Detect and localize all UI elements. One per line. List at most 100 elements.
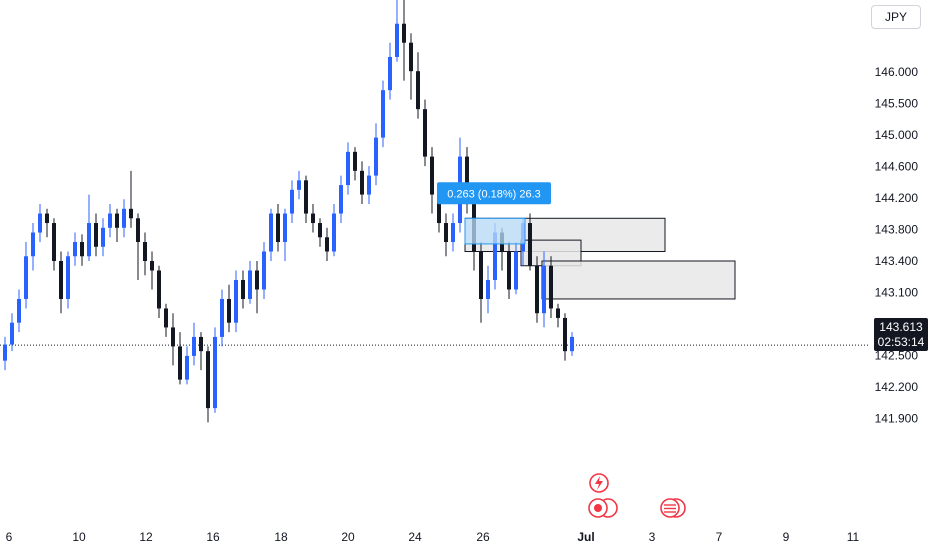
candle [479,242,483,323]
candle [388,42,392,100]
currency-selector[interactable]: JPY [871,5,921,29]
candle [10,313,14,352]
candle [31,223,35,271]
candle [339,175,343,224]
japan-flag-event-icon[interactable] [588,498,618,518]
candle [115,208,119,243]
candle [549,256,553,318]
candle [66,251,70,309]
date-tick-label: 16 [206,530,220,544]
candle [101,218,105,257]
candle [332,204,336,257]
candle [185,346,189,385]
candle [129,170,133,228]
candle [542,251,546,328]
candle [507,242,511,299]
candle [423,99,427,167]
candle [73,232,77,266]
date-tick-label: 9 [783,530,790,544]
measure-tool[interactable]: 0.263 (0.18%) 26.3 [437,182,551,245]
price-tick-label: 141.900 [875,412,919,426]
candle [199,332,203,371]
date-tick-label: 26 [476,530,490,544]
candle [374,123,378,186]
candle [381,80,385,148]
candle [227,284,231,333]
candle [220,289,224,347]
date-tick-label: 12 [139,530,153,544]
candle [3,336,7,371]
candle [360,161,364,205]
current-price-label: 143.613 [879,320,923,334]
candle [528,213,532,271]
time-axis[interactable]: 6 10 12 16 18 20 24 26 Jul 3 7 9 11 [6,530,860,544]
us-flag-event-icon[interactable] [660,498,686,518]
candle [108,204,112,238]
candle [80,234,84,266]
candle [283,208,287,261]
candle [346,142,350,195]
candle [171,313,175,366]
candle [290,180,294,224]
date-tick-label: 3 [649,530,656,544]
date-tick-label: 11 [847,530,860,544]
candle [535,256,539,323]
candle [192,322,196,366]
date-tick-label: 7 [716,530,723,544]
candle [255,261,259,314]
measure-label-background [437,182,551,205]
candle [556,303,560,328]
candle [178,332,182,385]
candle [402,0,406,81]
candle [164,303,168,337]
countdown-label: 02:53:14 [878,335,925,349]
supply-zone-box-3[interactable] [541,260,736,300]
candle [24,242,28,309]
candle [87,194,91,261]
price-tick-label: 142.500 [875,349,919,363]
date-tick-label: Jul [577,530,594,544]
price-axis[interactable]: 146.000 145.500 145.000 144.600 144.200 143.8… [875,65,919,426]
candle [213,327,217,413]
candle [416,52,420,119]
candlestick-series [3,0,574,423]
price-tick-label: 143.100 [875,286,919,300]
date-tick-label: 18 [274,530,288,544]
candle [94,213,98,257]
candle [241,270,245,309]
candle [122,199,126,238]
lightning-event-icon[interactable] [589,473,609,493]
price-tick-label: 143.400 [875,254,919,268]
price-tick-label: 144.200 [875,191,919,205]
economic-events[interactable] [588,473,686,518]
candle [136,213,140,280]
candle [395,0,399,62]
candle [304,175,308,224]
measure-range-box[interactable] [464,217,526,245]
candle [38,204,42,243]
candle [514,242,518,295]
candle [17,289,21,333]
price-tick-label: 142.200 [875,380,919,394]
candle [143,232,147,276]
candle [444,213,448,257]
candle [451,213,455,252]
price-tick-label: 145.500 [875,97,919,111]
price-tick-label: 144.600 [875,160,919,174]
candle [325,227,329,261]
price-tick-label: 143.800 [875,223,919,237]
candle [234,270,238,333]
candle [248,261,252,304]
date-tick-label: 24 [408,530,422,544]
date-tick-label: 6 [6,530,13,544]
date-tick-label: 20 [341,530,355,544]
candle [276,204,280,252]
candle [430,147,434,214]
candle [297,170,301,200]
candle [311,204,315,233]
candle [570,332,574,356]
candle [367,166,371,205]
candle [409,33,413,100]
candle [353,147,357,181]
